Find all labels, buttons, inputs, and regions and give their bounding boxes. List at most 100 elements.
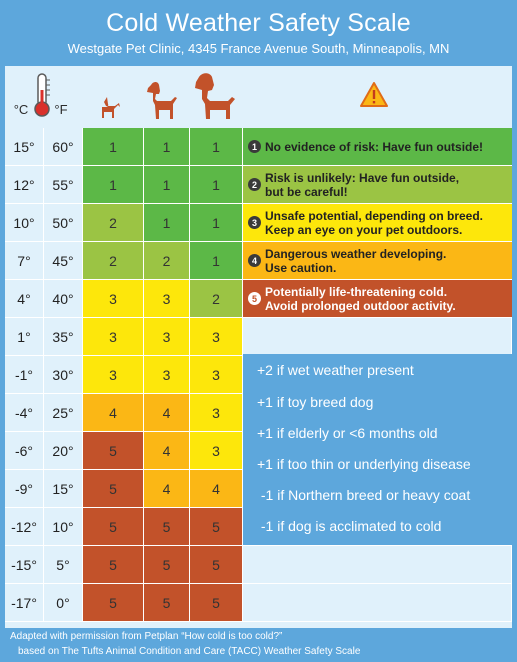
celsius-cell: -12° bbox=[5, 508, 44, 546]
page-subtitle: Westgate Pet Clinic, 4345 France Avenue … bbox=[67, 41, 450, 56]
thermometer-icon bbox=[34, 73, 50, 117]
risk-level-badge: 2 bbox=[248, 178, 261, 191]
risk-text-line: Potentially life-threatening cold. bbox=[265, 284, 448, 299]
fahrenheit-cell: 5° bbox=[44, 546, 83, 584]
medium-dog-risk: 2 bbox=[144, 242, 190, 280]
risk-text: Unsafe potential, depending on breed. Kee… bbox=[265, 209, 483, 237]
risk-level-5-description: 5 Potentially life-threatening cold. Avoid… bbox=[243, 280, 512, 318]
medium-dog-risk: 5 bbox=[144, 584, 190, 622]
celsius-cell: 4° bbox=[5, 280, 44, 318]
medium-dog-icon bbox=[147, 82, 177, 119]
fahrenheit-cell: 35° bbox=[44, 318, 83, 356]
risk-level-badge: 3 bbox=[248, 216, 261, 229]
risk-text-line: Unsafe potential, depending on breed. bbox=[265, 208, 484, 223]
celsius-label: °C bbox=[13, 101, 29, 117]
blank-cell bbox=[243, 318, 512, 356]
small-dog-risk: 5 bbox=[83, 546, 144, 584]
risk-text-line: Risk is unlikely: Have fun outside, bbox=[265, 170, 460, 185]
medium-dog-risk: 5 bbox=[144, 546, 190, 584]
medium-dog-risk: 3 bbox=[144, 318, 190, 356]
fahrenheit-cell: 30° bbox=[44, 356, 83, 394]
large-dog-risk: 3 bbox=[190, 318, 243, 356]
adjustment-elderly: +1 if elderly or <6 months old bbox=[257, 425, 438, 441]
large-dog-risk: 4 bbox=[190, 470, 243, 508]
small-dog-risk: 5 bbox=[83, 432, 144, 470]
large-dog-risk: 2 bbox=[190, 280, 243, 318]
warning-icon bbox=[360, 82, 388, 107]
adjustment-northern-breed: -1 if Northern breed or heavy coat bbox=[257, 487, 471, 503]
footer-credit: Adapted with permission from Petplan “Ho… bbox=[10, 631, 283, 642]
celsius-cell: -6° bbox=[5, 432, 44, 470]
risk-text-line: but be careful! bbox=[265, 184, 348, 199]
celsius-cell: -15° bbox=[5, 546, 44, 584]
large-dog-risk: 3 bbox=[190, 394, 243, 432]
large-dog-risk: 5 bbox=[190, 546, 243, 584]
adjustment-toy-breed: +1 if toy breed dog bbox=[257, 394, 374, 410]
medium-dog-risk: 1 bbox=[144, 128, 190, 166]
risk-level-badge: 1 bbox=[248, 140, 261, 153]
blank-cell bbox=[243, 584, 512, 622]
risk-text: No evidence of risk: Have fun outside! bbox=[265, 139, 484, 154]
small-dog-risk: 3 bbox=[83, 318, 144, 356]
medium-dog-risk: 4 bbox=[144, 470, 190, 508]
celsius-cell: -17° bbox=[5, 584, 44, 622]
fahrenheit-cell: 0° bbox=[44, 584, 83, 622]
page-title: Cold Weather Safety Scale bbox=[106, 9, 411, 37]
fahrenheit-label: °F bbox=[54, 101, 68, 117]
large-dog-risk: 1 bbox=[190, 166, 243, 204]
medium-dog-risk: 1 bbox=[144, 166, 190, 204]
small-dog-risk: 2 bbox=[83, 242, 144, 280]
medium-dog-risk: 3 bbox=[144, 356, 190, 394]
large-dog-risk: 3 bbox=[190, 432, 243, 470]
adjustment-acclimated: -1 if dog is acclimated to cold bbox=[257, 518, 442, 534]
celsius-cell: -4° bbox=[5, 394, 44, 432]
medium-dog-risk: 5 bbox=[144, 508, 190, 546]
risk-text: Potentially life-threatening cold. Avoid … bbox=[265, 285, 456, 313]
adjustments-box: +2 if wet weather present +1 if toy bree… bbox=[243, 354, 512, 545]
header: Cold Weather Safety Scale Westgate Pet C… bbox=[0, 0, 517, 66]
risk-level-1-description: 1 No evidence of risk: Have fun outside! bbox=[243, 128, 512, 166]
medium-dog-risk: 3 bbox=[144, 280, 190, 318]
scale-grid: 15° 60° 1 1 1 12° 55° 1 1 1 10° 50° 2 1 1 7° 45° 2 2 1 4° 40°… bbox=[5, 66, 512, 628]
risk-level-badge: 4 bbox=[248, 254, 261, 267]
fahrenheit-cell: 10° bbox=[44, 508, 83, 546]
risk-level-badge: 5 bbox=[248, 292, 261, 305]
scale-table: °C °F 15° 60° 1 1 1 12° 55° 1 1 1 10° 50° 2 1 1 7° 45° 2 2… bbox=[5, 66, 512, 628]
fahrenheit-cell: 45° bbox=[44, 242, 83, 280]
large-dog-risk: 5 bbox=[190, 508, 243, 546]
small-dog-risk: 5 bbox=[83, 584, 144, 622]
celsius-cell: 7° bbox=[5, 242, 44, 280]
adjustment-too-thin: +1 if too thin or underlying disease bbox=[257, 456, 471, 472]
large-dog-risk: 1 bbox=[190, 204, 243, 242]
small-dog-risk: 1 bbox=[83, 166, 144, 204]
celsius-cell: 1° bbox=[5, 318, 44, 356]
small-dog-icon bbox=[101, 96, 120, 118]
risk-level-3-description: 3 Unsafe potential, depending on breed. Ke… bbox=[243, 204, 512, 242]
small-dog-risk: 3 bbox=[83, 280, 144, 318]
small-dog-risk: 2 bbox=[83, 204, 144, 242]
adjustment-wet-weather: +2 if wet weather present bbox=[257, 362, 414, 378]
large-dog-risk: 3 bbox=[190, 356, 243, 394]
large-dog-risk: 1 bbox=[190, 242, 243, 280]
medium-dog-risk: 4 bbox=[144, 394, 190, 432]
large-dog-icon bbox=[195, 73, 235, 119]
fahrenheit-cell: 40° bbox=[44, 280, 83, 318]
risk-text: Dangerous weather developing. Use caution… bbox=[265, 247, 446, 275]
celsius-cell: 15° bbox=[5, 128, 44, 166]
small-dog-risk: 1 bbox=[83, 128, 144, 166]
risk-text-line: Avoid prolonged outdoor activity. bbox=[265, 298, 456, 313]
large-dog-risk: 5 bbox=[190, 584, 243, 622]
fahrenheit-cell: 25° bbox=[44, 394, 83, 432]
celsius-cell: 12° bbox=[5, 166, 44, 204]
risk-level-2-description: 2 Risk is unlikely: Have fun outside, but … bbox=[243, 166, 512, 204]
risk-level-4-description: 4 Dangerous weather developing. Use cautio… bbox=[243, 242, 512, 280]
small-dog-risk: 4 bbox=[83, 394, 144, 432]
footer: Adapted with permission from Petplan “Ho… bbox=[0, 628, 517, 662]
risk-text-line: Keep an eye on your pet outdoors. bbox=[265, 222, 463, 237]
fahrenheit-cell: 15° bbox=[44, 470, 83, 508]
small-dog-risk: 3 bbox=[83, 356, 144, 394]
celsius-cell: 10° bbox=[5, 204, 44, 242]
fahrenheit-cell: 55° bbox=[44, 166, 83, 204]
fahrenheit-cell: 60° bbox=[44, 128, 83, 166]
